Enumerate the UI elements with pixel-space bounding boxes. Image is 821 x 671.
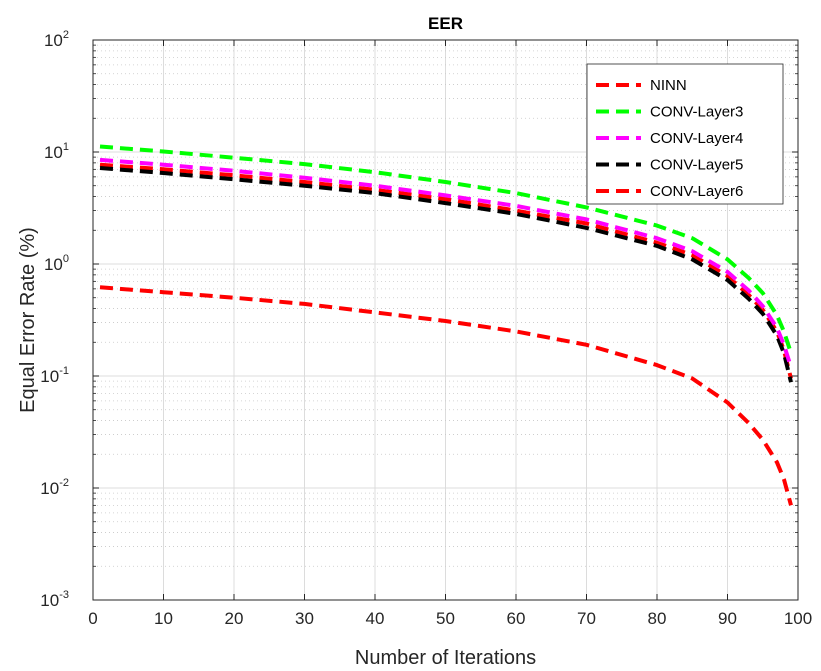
x-tick-label: 100 [784,609,812,628]
x-tick-label: 50 [436,609,455,628]
series-layer [99,144,793,506]
chart-title: EER [428,14,463,33]
series-line-conv-layer5 [99,166,793,383]
x-tick-label: 30 [295,609,314,628]
x-tick-label: 40 [366,609,385,628]
y-axis-label: Equal Error Rate (%) [17,227,39,413]
y-tick-label: 10-2 [40,477,69,498]
legend-box [586,63,784,205]
series-line-conv-layer4 [99,157,793,368]
legend-label: CONV-Layer4 [650,130,743,147]
y-tick-label: 101 [44,141,69,162]
x-tick-label: 80 [648,609,667,628]
y-tick-labels: 10-3 10-2 10-1 100 101 102 [40,29,69,610]
legend-label: NINN [650,77,687,94]
x-tick-label: 60 [507,609,526,628]
x-tick-labels: 0 10 20 30 40 50 60 70 80 90 100 [88,609,812,628]
x-axis-label: Number of Iterations [355,647,536,669]
legend-label: CONV-Layer6 [650,183,743,200]
legend-label: CONV-Layer5 [650,157,743,174]
y-tick-label: 100 [44,253,69,274]
y-tick-label: 10-3 [40,589,69,610]
x-tick-label: 10 [154,609,173,628]
x-tick-label: 70 [577,609,596,628]
series-line-conv-layer3 [99,144,793,354]
axis-ticks [92,39,799,601]
y-tick-label: 10-1 [40,365,69,386]
grid [93,40,798,600]
series-line-conv-layer6 [99,162,793,379]
legend: NINN CONV-Layer3 CONV-Layer4 CONV-Layer5 CON… [586,63,784,205]
x-tick-label: 90 [718,609,737,628]
x-tick-label: 20 [225,609,244,628]
x-tick-label: 0 [88,609,97,628]
legend-label: CONV-Layer3 [650,104,743,121]
y-tick-label: 102 [44,29,69,50]
series-line-ninn [99,285,793,506]
